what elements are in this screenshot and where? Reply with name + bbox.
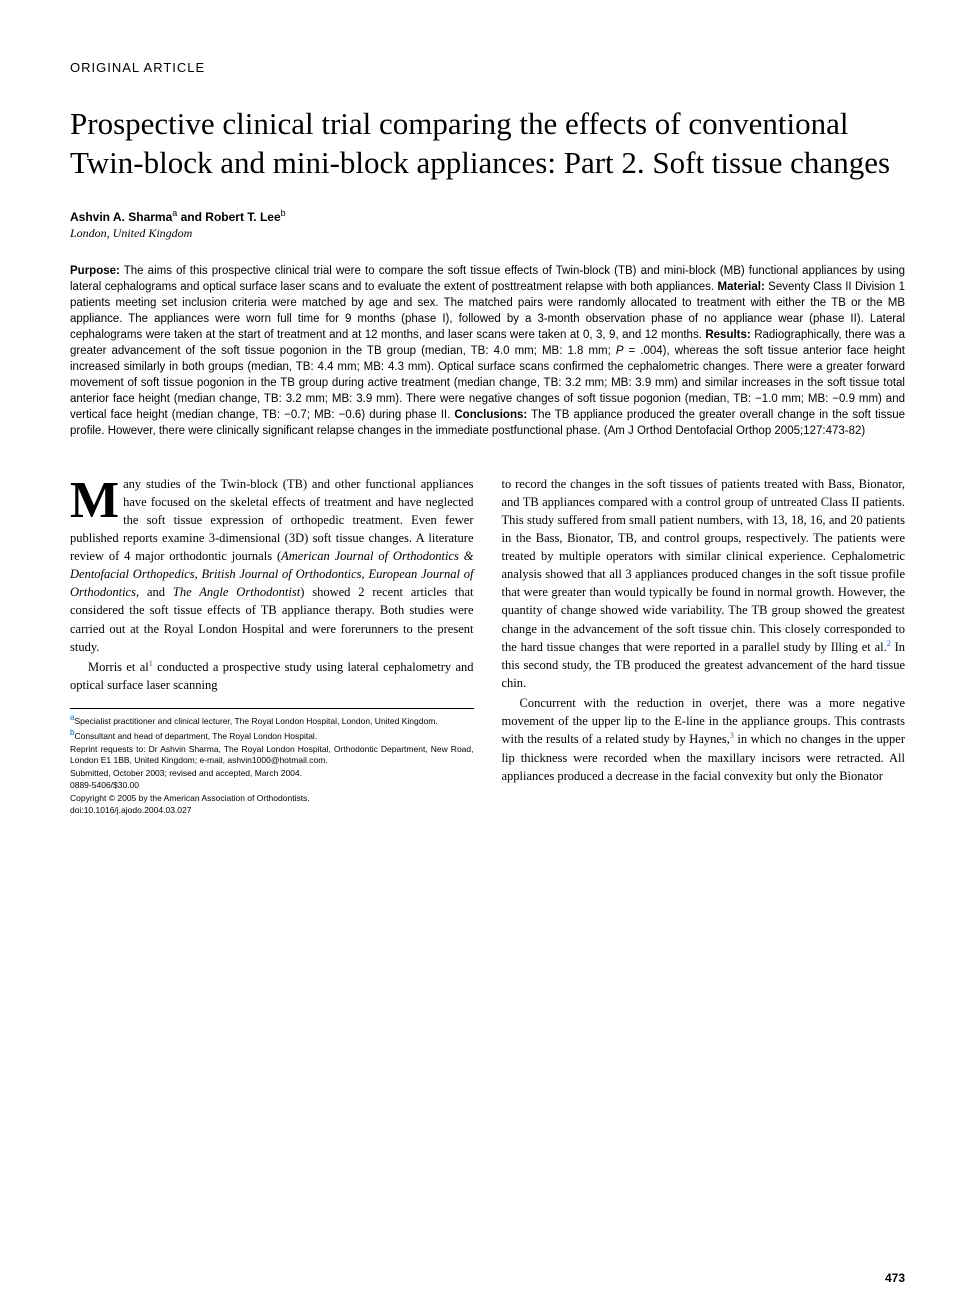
footnote-reprint: Reprint requests to: Dr Ashvin Sharma, T…	[70, 744, 474, 767]
footnote-b-text: Consultant and head of department, The R…	[74, 731, 317, 741]
column-left: Many studies of the Twin-block (TB) and …	[70, 475, 474, 818]
paragraph-3: to record the changes in the soft tissue…	[502, 475, 906, 693]
article-type: ORIGINAL ARTICLE	[70, 60, 905, 75]
footnote-copyright: Copyright © 2005 by the American Associa…	[70, 793, 474, 804]
p3-text: to record the changes in the soft tissue…	[502, 477, 906, 654]
footnote-submitted: Submitted, October 2003; revised and acc…	[70, 768, 474, 779]
footnote-doi: doi:10.1016/j.ajodo.2004.03.027	[70, 805, 474, 816]
abstract-purpose-label: Purpose:	[70, 265, 120, 277]
abstract-p-stat: P	[616, 345, 624, 357]
article-title: Prospective clinical trial comparing the…	[70, 105, 905, 183]
p1-text-b: and	[139, 585, 173, 599]
abstract-material-label: Material:	[718, 281, 765, 293]
column-right: to record the changes in the soft tissue…	[502, 475, 906, 818]
p2-text-a: Morris et al	[88, 660, 149, 674]
author-location: London, United Kingdom	[70, 226, 905, 241]
p1-journals-2: The Angle Orthodontist	[173, 585, 300, 599]
abstract: Purpose: The aims of this prospective cl…	[70, 263, 905, 440]
abstract-conclusions-label: Conclusions:	[454, 409, 527, 421]
author-line: Ashvin A. Sharmaa and Robert T. Leeb	[70, 208, 905, 224]
footnote-b: bConsultant and head of department, The …	[70, 728, 474, 742]
footnote-issn: 0889-5406/$30.00	[70, 780, 474, 791]
body-columns: Many studies of the Twin-block (TB) and …	[70, 475, 905, 818]
paragraph-2: Morris et al1 conducted a prospective st…	[70, 658, 474, 694]
author-2-affil: b	[281, 208, 286, 218]
paragraph-4: Concurrent with the reduction in overjet…	[502, 694, 906, 785]
footnotes: aSpecialist practitioner and clinical le…	[70, 708, 474, 816]
author-2: and Robert T. Lee	[177, 210, 280, 224]
footnote-a: aSpecialist practitioner and clinical le…	[70, 713, 474, 727]
page-number: 473	[885, 1271, 905, 1285]
paragraph-1: Many studies of the Twin-block (TB) and …	[70, 475, 474, 656]
dropcap: M	[70, 475, 123, 523]
author-1: Ashvin A. Sharma	[70, 210, 172, 224]
footnote-a-text: Specialist practitioner and clinical lec…	[74, 716, 437, 726]
abstract-results-label: Results:	[705, 329, 750, 341]
